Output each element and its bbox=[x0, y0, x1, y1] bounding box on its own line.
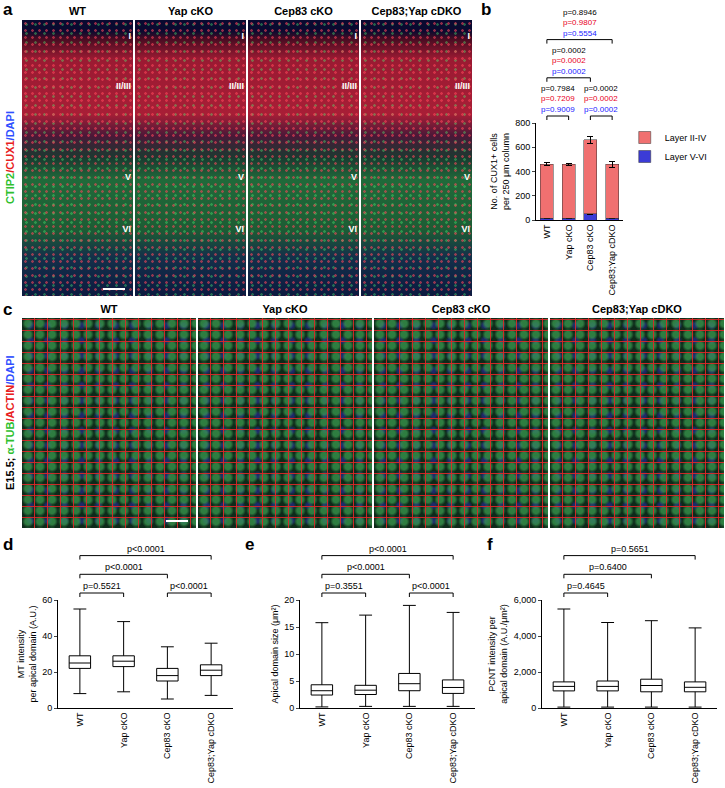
svg-text:PCNT intensity perapical domai: PCNT intensity perapical domain (A.U./μm… bbox=[487, 604, 509, 704]
html-text:I: I bbox=[241, 31, 244, 41]
svg-text:Yap cKO: Yap cKO bbox=[603, 713, 613, 748]
svg-text:p=0.0002p=0.0002p=0.0002: p=0.0002p=0.0002p=0.0002 bbox=[552, 46, 586, 76]
html-text:CTIP2: CTIP2 bbox=[4, 173, 16, 205]
html-text:VI: VI bbox=[461, 224, 470, 235]
svg-text:WT: WT bbox=[317, 712, 327, 726]
svg-text:20: 20 bbox=[284, 595, 294, 605]
html-text:I: I bbox=[128, 31, 131, 41]
svg-text:Cep83;Yap cDKO: Cep83;Yap cDKO bbox=[448, 713, 458, 784]
svg-text:Cep83 cKO: Cep83 cKO bbox=[585, 225, 595, 272]
html-text:II/III: II/III bbox=[116, 80, 131, 91]
html-text:ACTIN: ACTIN bbox=[4, 385, 16, 419]
svg-text:4,000: 4,000 bbox=[514, 631, 537, 641]
svg-text:2,000: 2,000 bbox=[514, 667, 537, 677]
svg-text:WT: WT bbox=[559, 712, 569, 726]
svg-text:Cep83 cKO: Cep83 cKO bbox=[162, 713, 172, 760]
svg-text:600: 600 bbox=[515, 142, 530, 152]
svg-text:Cep83 cKO: Cep83 cKO bbox=[646, 713, 656, 760]
html-text:CUX1: CUX1 bbox=[4, 140, 16, 171]
svg-text:p=0.0002p=0.0002p=0.0002: p=0.0002p=0.0002p=0.0002 bbox=[584, 84, 618, 114]
svg-text:10: 10 bbox=[284, 649, 294, 659]
html-text:I: I bbox=[467, 31, 470, 41]
svg-text:p<0.0001: p<0.0001 bbox=[412, 581, 450, 591]
svg-text:5: 5 bbox=[289, 676, 294, 686]
html-text:e: e bbox=[245, 535, 255, 554]
html-text:II/III: II/III bbox=[455, 80, 470, 91]
svg-text:Cep83 cKO: Cep83 cKO bbox=[404, 713, 414, 760]
svg-text:MT intensityper apical domain: MT intensityper apical domain (A.U.) bbox=[16, 605, 38, 702]
svg-text:40: 40 bbox=[42, 631, 52, 641]
html-text:b: b bbox=[481, 0, 492, 19]
svg-text:WT: WT bbox=[542, 224, 552, 238]
svg-text:p<0.0001: p<0.0001 bbox=[347, 562, 385, 572]
html-text:a: a bbox=[3, 0, 13, 19]
svg-text:p=0.7984p=0.7209p=0.9009: p=0.7984p=0.7209p=0.9009 bbox=[541, 84, 575, 114]
html-text:Cep83;Yap cDKO: Cep83;Yap cDKO bbox=[592, 303, 682, 315]
svg-text:p=0.5651: p=0.5651 bbox=[611, 544, 649, 554]
svg-text:p=0.3551: p=0.3551 bbox=[325, 581, 363, 591]
html-text:f: f bbox=[487, 535, 493, 554]
svg-text:No. of CUX1+ cellsper 250 μm c: No. of CUX1+ cellsper 250 μm column bbox=[489, 133, 511, 210]
svg-text:0: 0 bbox=[47, 703, 52, 713]
html-text:WT: WT bbox=[100, 303, 118, 315]
svg-text:p<0.0001: p<0.0001 bbox=[127, 544, 165, 554]
html-text:Cep83;Yap cDKO: Cep83;Yap cDKO bbox=[371, 5, 462, 17]
html-text:V: V bbox=[351, 171, 357, 182]
svg-text:Yap cKO: Yap cKO bbox=[119, 713, 129, 748]
svg-text:Layer II-IV: Layer II-IV bbox=[665, 133, 707, 143]
svg-text:p=0.4645: p=0.4645 bbox=[567, 581, 605, 591]
html-text:V: V bbox=[464, 171, 470, 182]
svg-text:800: 800 bbox=[515, 118, 530, 128]
html-text:V: V bbox=[125, 171, 131, 182]
svg-text:Yap cKO: Yap cKO bbox=[361, 713, 371, 748]
html-text:E15.5;: E15.5; bbox=[4, 454, 16, 491]
html-text:c: c bbox=[3, 300, 13, 319]
html-text:d: d bbox=[3, 535, 14, 554]
html-text:Yap cKO: Yap cKO bbox=[262, 303, 308, 315]
svg-text:Cep83;Yap cDKO: Cep83;Yap cDKO bbox=[607, 225, 617, 296]
svg-text:p<0.0001: p<0.0001 bbox=[369, 544, 407, 554]
html-text:DAPI: DAPI bbox=[4, 111, 16, 138]
html-text:II/III: II/III bbox=[229, 80, 244, 91]
html-text:Cep83 cKO: Cep83 cKO bbox=[274, 5, 333, 17]
html-text:α-TUB: α-TUB bbox=[4, 421, 16, 455]
svg-text:6,000: 6,000 bbox=[514, 595, 537, 605]
svg-text:Yap cKO: Yap cKO bbox=[564, 225, 574, 260]
svg-text:p<0.0001: p<0.0001 bbox=[170, 581, 208, 591]
svg-text:Apical domain size (μm²): Apical domain size (μm²) bbox=[270, 604, 280, 703]
html-text:WT: WT bbox=[68, 5, 86, 17]
svg-text:0: 0 bbox=[531, 703, 536, 713]
html-text:V: V bbox=[238, 171, 244, 182]
html-text:DAPI: DAPI bbox=[4, 355, 16, 382]
svg-text:Cep83;Yap cDKO: Cep83;Yap cDKO bbox=[690, 713, 700, 784]
svg-text:400: 400 bbox=[515, 167, 530, 177]
html-text:II/III: II/III bbox=[342, 80, 357, 91]
svg-text:15: 15 bbox=[284, 622, 294, 632]
html-text:VI: VI bbox=[348, 224, 357, 235]
svg-text:200: 200 bbox=[515, 191, 530, 201]
svg-text:0: 0 bbox=[525, 215, 530, 225]
svg-text:Cep83;Yap cDKO: Cep83;Yap cDKO bbox=[206, 713, 216, 784]
svg-text:WT: WT bbox=[75, 712, 85, 726]
html-text:I: I bbox=[354, 31, 357, 41]
svg-text:p=0.8946p=0.9807p=0.5554: p=0.8946p=0.9807p=0.5554 bbox=[563, 8, 597, 38]
html-text:VI: VI bbox=[235, 224, 244, 235]
html-text:Yap cKO: Yap cKO bbox=[167, 5, 214, 17]
svg-text:60: 60 bbox=[42, 595, 52, 605]
svg-text:p=0.6400: p=0.6400 bbox=[589, 562, 627, 572]
html-text:Cep83 cKO: Cep83 cKO bbox=[431, 303, 491, 315]
svg-text:0: 0 bbox=[289, 703, 294, 713]
html-text:VI: VI bbox=[122, 224, 131, 235]
svg-text:Layer V-VI: Layer V-VI bbox=[665, 152, 707, 162]
svg-text:20: 20 bbox=[42, 667, 52, 677]
svg-text:p<0.0001: p<0.0001 bbox=[105, 562, 143, 572]
svg-text:p=0.5521: p=0.5521 bbox=[83, 581, 121, 591]
